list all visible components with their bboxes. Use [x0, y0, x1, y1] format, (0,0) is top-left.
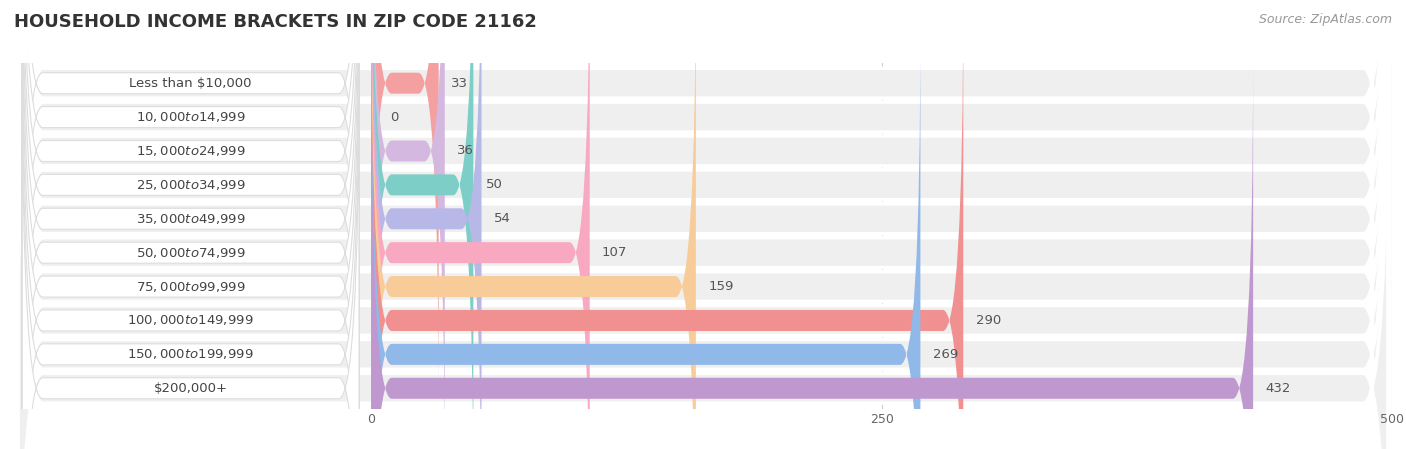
- FancyBboxPatch shape: [371, 0, 444, 449]
- Text: $75,000 to $99,999: $75,000 to $99,999: [136, 280, 246, 294]
- FancyBboxPatch shape: [18, 0, 1388, 449]
- FancyBboxPatch shape: [22, 0, 359, 445]
- FancyBboxPatch shape: [18, 0, 1388, 449]
- FancyBboxPatch shape: [18, 0, 1388, 449]
- Text: 107: 107: [602, 246, 627, 259]
- FancyBboxPatch shape: [371, 0, 963, 449]
- FancyBboxPatch shape: [18, 0, 1388, 449]
- FancyBboxPatch shape: [22, 0, 359, 449]
- FancyBboxPatch shape: [371, 0, 439, 412]
- FancyBboxPatch shape: [371, 60, 1253, 449]
- Text: Less than $10,000: Less than $10,000: [129, 77, 252, 90]
- FancyBboxPatch shape: [371, 0, 696, 449]
- Text: 54: 54: [494, 212, 510, 225]
- FancyBboxPatch shape: [18, 0, 1388, 449]
- FancyBboxPatch shape: [22, 0, 359, 449]
- Text: 432: 432: [1265, 382, 1291, 395]
- Text: $150,000 to $199,999: $150,000 to $199,999: [128, 348, 254, 361]
- FancyBboxPatch shape: [371, 0, 589, 449]
- Text: 33: 33: [451, 77, 468, 90]
- FancyBboxPatch shape: [18, 0, 1388, 449]
- Text: HOUSEHOLD INCOME BRACKETS IN ZIP CODE 21162: HOUSEHOLD INCOME BRACKETS IN ZIP CODE 21…: [14, 13, 537, 31]
- FancyBboxPatch shape: [18, 0, 1388, 449]
- Text: $10,000 to $14,999: $10,000 to $14,999: [136, 110, 246, 124]
- Text: $100,000 to $149,999: $100,000 to $149,999: [128, 313, 254, 327]
- FancyBboxPatch shape: [22, 0, 359, 449]
- FancyBboxPatch shape: [22, 26, 359, 449]
- FancyBboxPatch shape: [22, 0, 359, 412]
- Text: $15,000 to $24,999: $15,000 to $24,999: [136, 144, 246, 158]
- Text: $50,000 to $74,999: $50,000 to $74,999: [136, 246, 246, 260]
- Text: 36: 36: [457, 145, 474, 158]
- FancyBboxPatch shape: [371, 77, 377, 158]
- FancyBboxPatch shape: [371, 26, 921, 449]
- FancyBboxPatch shape: [22, 0, 359, 449]
- FancyBboxPatch shape: [18, 0, 1388, 449]
- Text: 159: 159: [709, 280, 734, 293]
- FancyBboxPatch shape: [18, 0, 1388, 449]
- Text: 269: 269: [932, 348, 957, 361]
- Text: 0: 0: [389, 110, 398, 123]
- FancyBboxPatch shape: [22, 0, 359, 449]
- Text: Source: ZipAtlas.com: Source: ZipAtlas.com: [1258, 13, 1392, 26]
- FancyBboxPatch shape: [22, 0, 359, 449]
- FancyBboxPatch shape: [22, 60, 359, 449]
- Text: 50: 50: [485, 178, 502, 191]
- FancyBboxPatch shape: [371, 0, 474, 449]
- Text: $200,000+: $200,000+: [153, 382, 228, 395]
- FancyBboxPatch shape: [18, 0, 1388, 449]
- Text: 290: 290: [976, 314, 1001, 327]
- FancyBboxPatch shape: [371, 0, 481, 449]
- Text: $35,000 to $49,999: $35,000 to $49,999: [136, 212, 246, 226]
- Text: $25,000 to $34,999: $25,000 to $34,999: [136, 178, 246, 192]
